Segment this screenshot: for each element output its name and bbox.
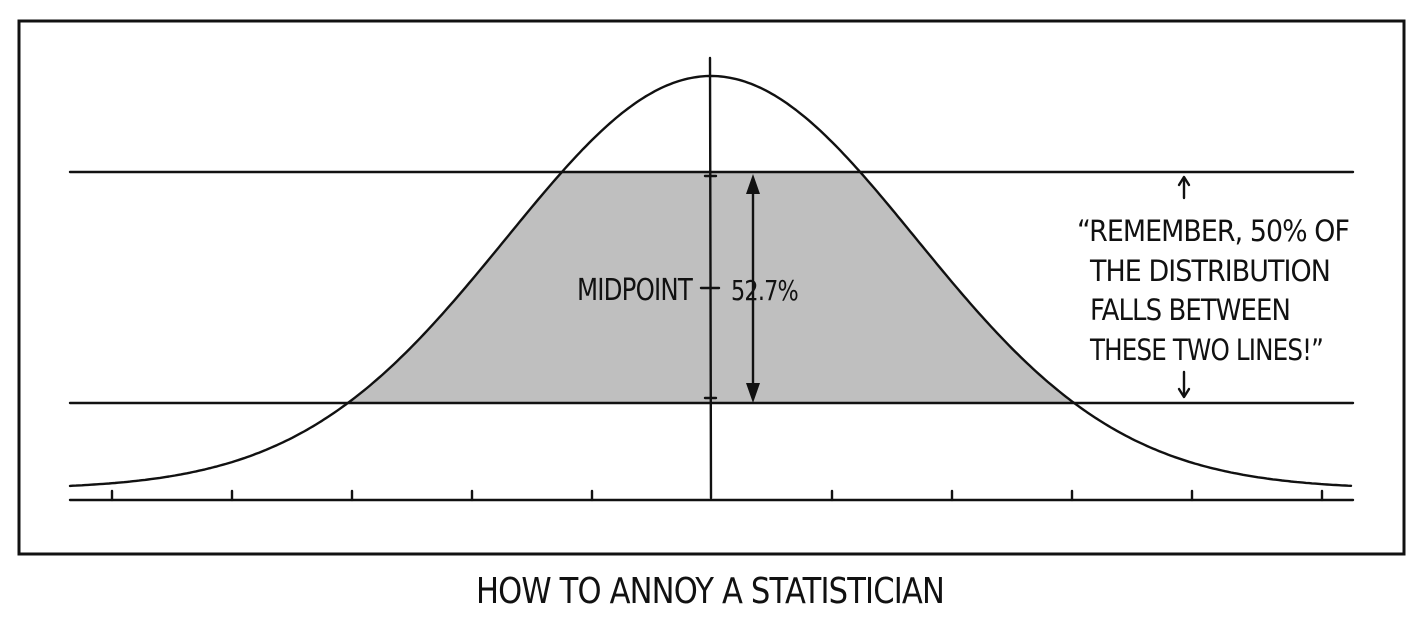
- comic-caption: HOW TO ANNOY A STATISTICIAN: [476, 571, 944, 612]
- panel-frame: [17, 19, 1406, 556]
- double-arrow-bottom-head: [746, 383, 760, 403]
- quote-arrow-up-head: [1177, 175, 1191, 187]
- x-axis-ticks: [110, 489, 1324, 502]
- quote-line-3: FALLS BETWEEN: [1090, 293, 1290, 327]
- midpoint-label: MIDPOINT: [577, 273, 693, 308]
- quote-line-1: “REMEMBER, 50% OF: [1077, 214, 1349, 248]
- quote-line-4: THESE TWO LINES!”: [1089, 333, 1323, 367]
- double-arrow-top-head: [746, 174, 760, 194]
- quote-line-2: THE DISTRIBUTION: [1089, 254, 1330, 288]
- center-vertical-line: [708, 56, 713, 500]
- percent-label: 52.7%: [731, 274, 798, 307]
- quote-arrow-down-head: [1177, 387, 1191, 399]
